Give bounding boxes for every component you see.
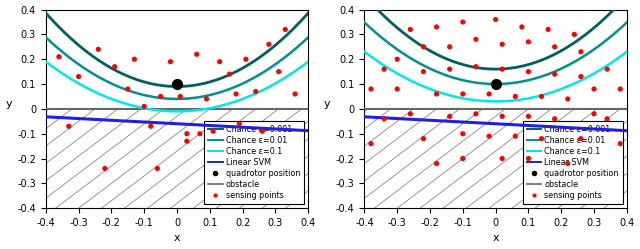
Point	[225, 72, 235, 76]
Point	[139, 104, 149, 108]
Point	[431, 25, 442, 29]
Point	[165, 60, 175, 64]
Point	[497, 157, 508, 161]
Point	[516, 25, 527, 29]
Point	[195, 132, 205, 136]
Point	[550, 117, 560, 121]
Point	[589, 112, 599, 116]
Point	[445, 45, 455, 49]
Point	[497, 67, 508, 71]
Point	[615, 142, 625, 146]
Point	[290, 92, 300, 96]
Point	[569, 32, 579, 36]
Point	[129, 57, 140, 61]
Point	[471, 112, 481, 116]
Point	[589, 87, 599, 91]
Point	[576, 50, 586, 54]
Point	[100, 166, 110, 170]
Point	[445, 67, 455, 71]
Point	[458, 20, 468, 24]
Point	[54, 55, 64, 59]
Point	[497, 42, 508, 46]
Point	[392, 87, 403, 91]
Point	[458, 132, 468, 136]
Point	[497, 114, 508, 118]
Y-axis label: y: y	[6, 99, 12, 109]
Point	[550, 72, 560, 76]
Point	[175, 94, 186, 98]
Point	[392, 57, 403, 61]
Point	[576, 137, 586, 141]
Point	[431, 162, 442, 166]
Point	[524, 114, 534, 118]
Point	[471, 37, 481, 41]
Point	[366, 142, 376, 146]
Point	[123, 87, 133, 91]
Point	[602, 67, 612, 71]
Point	[405, 27, 415, 31]
Point	[379, 67, 389, 71]
Point	[484, 92, 494, 96]
Point	[109, 65, 120, 69]
Point	[257, 129, 268, 133]
X-axis label: x: x	[492, 234, 499, 244]
Point	[264, 42, 274, 46]
Point	[234, 122, 244, 126]
Point	[405, 112, 415, 116]
X-axis label: x: x	[173, 234, 180, 244]
Point	[510, 134, 520, 138]
Point	[202, 97, 212, 101]
Point	[63, 124, 74, 128]
Point	[93, 47, 104, 51]
Point	[182, 132, 192, 136]
Point	[524, 40, 534, 44]
Point	[524, 70, 534, 74]
Point	[615, 87, 625, 91]
Legend: Chance ε=0.001, Chance ε=0.01, Chance ε=0.1, Linear SVM, quadrotor position, obs: Chance ε=0.001, Chance ε=0.01, Chance ε=…	[523, 121, 623, 204]
Point	[146, 124, 156, 128]
Point	[543, 27, 553, 31]
Point	[576, 75, 586, 79]
Point	[273, 70, 284, 74]
Point	[602, 117, 612, 121]
Point	[431, 92, 442, 96]
Point	[536, 94, 547, 98]
Point	[231, 92, 241, 96]
Point	[214, 60, 225, 64]
Point	[510, 94, 520, 98]
Point	[419, 45, 429, 49]
Point	[379, 117, 389, 121]
Point	[484, 134, 494, 138]
Point	[563, 97, 573, 101]
Legend: Chance ε=0.001, Chance ε=0.01, Chance ε=0.1, Linear SVM, quadrotor position, obs: Chance ε=0.001, Chance ε=0.01, Chance ε=…	[204, 121, 304, 204]
Point	[419, 137, 429, 141]
Point	[524, 157, 534, 161]
Point	[471, 65, 481, 69]
Point	[191, 52, 202, 56]
Point	[74, 75, 84, 79]
Point	[458, 157, 468, 161]
Point	[152, 166, 163, 170]
Point	[251, 89, 261, 93]
Point	[208, 129, 218, 133]
Point	[182, 139, 192, 143]
Point	[536, 137, 547, 141]
Point	[445, 114, 455, 118]
Point	[550, 45, 560, 49]
Point	[419, 70, 429, 74]
Point	[458, 92, 468, 96]
Point	[366, 87, 376, 91]
Point	[280, 27, 291, 31]
Point	[490, 17, 500, 21]
Point	[563, 162, 573, 166]
Point	[156, 94, 166, 98]
Y-axis label: y: y	[324, 99, 331, 109]
Point	[241, 57, 251, 61]
